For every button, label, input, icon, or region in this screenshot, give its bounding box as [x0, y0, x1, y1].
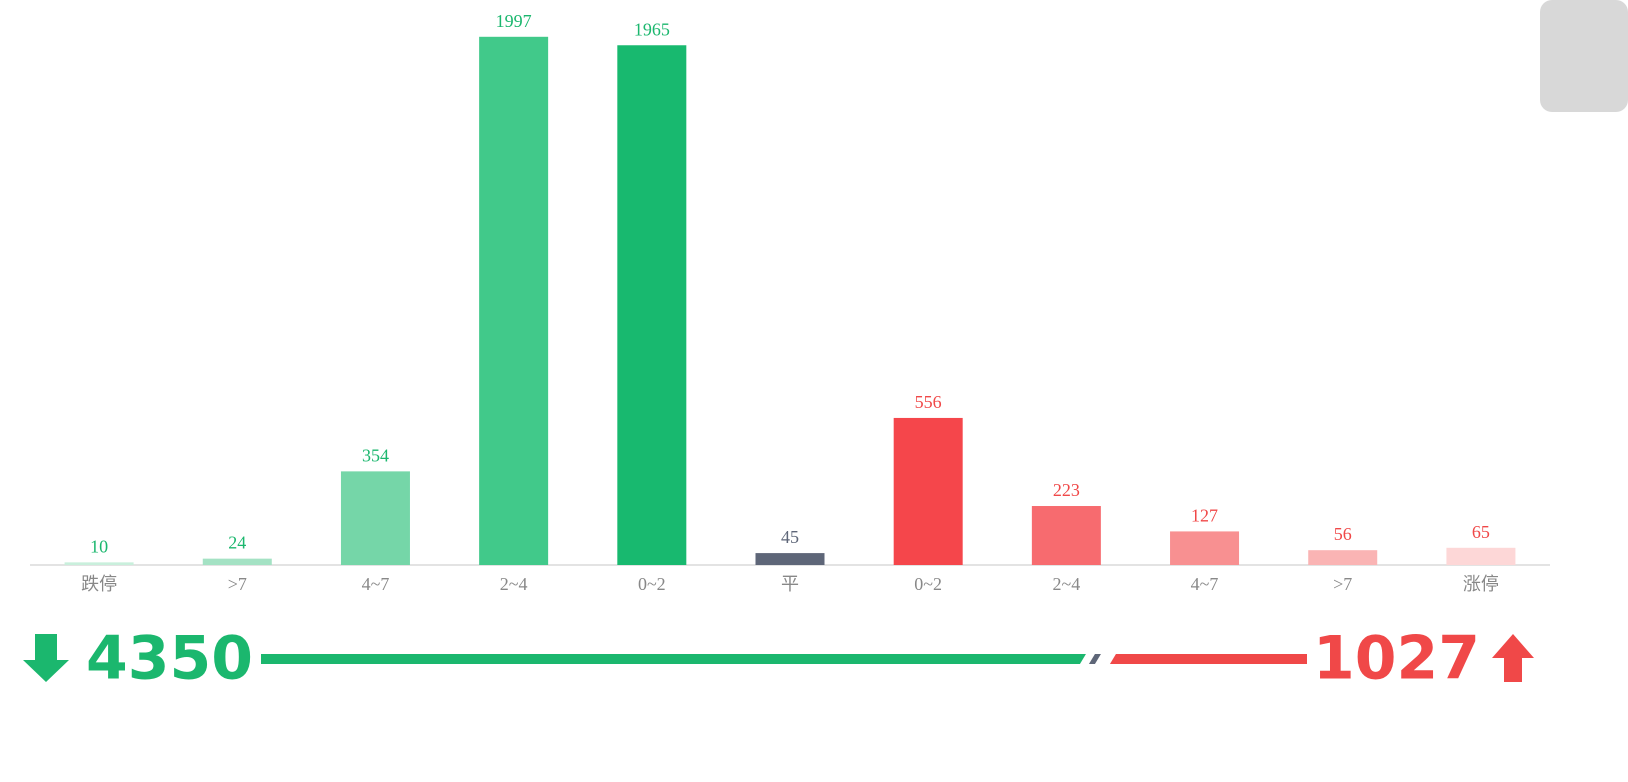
x-tick-label: 4~7	[362, 574, 390, 594]
bar	[1170, 531, 1240, 565]
value-label: 1997	[496, 11, 532, 31]
bar	[340, 471, 410, 565]
x-tick-label: >7	[1333, 574, 1352, 594]
value-label: 24	[228, 533, 246, 553]
x-tick-label: 4~7	[1191, 574, 1219, 594]
bar	[617, 45, 687, 565]
value-label: 10	[90, 536, 108, 556]
value-label: 354	[362, 445, 389, 465]
x-tick-label: 跌停	[81, 574, 117, 594]
up-bar	[1109, 654, 1307, 664]
bar	[893, 417, 963, 565]
x-tick-label: 平	[781, 574, 799, 594]
bar	[1031, 506, 1101, 565]
bar	[202, 558, 272, 565]
down-bar	[261, 654, 1086, 664]
x-tick-label: 0~2	[914, 574, 942, 594]
thumbnail	[1540, 0, 1628, 112]
flat-slash	[1088, 654, 1101, 664]
value-label: 223	[1053, 480, 1080, 500]
x-tick-label: 2~4	[1052, 574, 1080, 594]
bar	[64, 562, 134, 565]
value-label: 65	[1472, 522, 1490, 542]
value-label: 45	[781, 527, 799, 547]
bar	[1308, 550, 1378, 565]
down-count: 4350	[86, 624, 253, 694]
x-tick-label: 2~4	[500, 574, 528, 594]
bar	[755, 553, 825, 565]
x-tick-label: 涨停	[1463, 574, 1499, 594]
x-tick-label: >7	[228, 574, 247, 594]
bar	[1446, 547, 1516, 565]
up-count: 1027	[1313, 624, 1480, 694]
x-tick-label: 0~2	[638, 574, 666, 594]
bar	[479, 36, 549, 565]
up-arrow	[1492, 634, 1534, 682]
down-arrow	[23, 634, 69, 682]
value-label: 556	[915, 392, 942, 412]
value-label: 56	[1334, 524, 1352, 544]
value-label: 1965	[634, 19, 670, 39]
value-label: 127	[1191, 505, 1218, 525]
